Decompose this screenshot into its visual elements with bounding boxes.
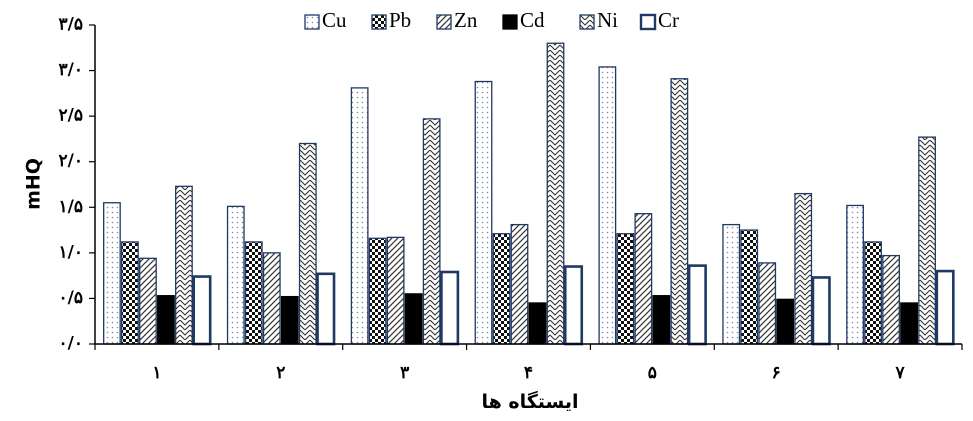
x-tick-label: ۳ — [400, 363, 409, 383]
bar-pb-4 — [492, 233, 511, 345]
bar-zn-7 — [882, 254, 900, 345]
bar-cd-7 — [900, 302, 918, 345]
bar-cd-6 — [776, 298, 795, 345]
bar-zn-5 — [634, 213, 653, 345]
bar-cu-1 — [103, 202, 121, 345]
y-tick-label: ۳/۰ — [59, 60, 83, 80]
bar-ni-4 — [546, 42, 565, 345]
y-tick-label: ۲/۰ — [59, 151, 83, 171]
bar-zn-6 — [758, 262, 777, 345]
bar-cd-2 — [280, 295, 299, 345]
bar-ni-7 — [918, 136, 936, 345]
x-tick-label: ۷ — [895, 363, 906, 383]
bar-cr-3 — [440, 270, 460, 346]
legend-swatch-zn — [436, 14, 452, 30]
y-tick-label: ۱/۰ — [59, 242, 83, 262]
x-tick-label: ۱ — [152, 363, 161, 383]
bar-cr-2 — [316, 272, 336, 346]
legend-label-cr: Cr — [658, 8, 679, 32]
bar-cd-5 — [652, 295, 671, 345]
bar-pb-1 — [121, 241, 139, 345]
bar-ni-6 — [794, 192, 813, 345]
bar-ni-2 — [298, 142, 317, 345]
bar-cd-3 — [404, 293, 423, 345]
bar-cu-7 — [846, 204, 864, 345]
bar-ni-1 — [175, 185, 193, 345]
bars — [103, 42, 955, 346]
legend-swatch-pb — [371, 14, 387, 30]
bar-zn-2 — [262, 252, 281, 345]
y-tick-label: ۱/۵ — [59, 197, 83, 217]
bar-ni-5 — [670, 78, 689, 345]
legend-swatch-ni — [579, 14, 595, 30]
legend-swatch-cd — [502, 14, 518, 30]
legend-label-cd: Cd — [520, 8, 545, 32]
legend-label-zn: Zn — [454, 8, 478, 32]
bar-pb-3 — [368, 237, 387, 345]
bar-pb-6 — [740, 229, 759, 345]
x-axis-title: ایستگاه ها — [481, 390, 578, 413]
x-tick-label: ۵ — [648, 363, 657, 383]
bar-zn-3 — [386, 236, 405, 345]
bar-pb-7 — [864, 241, 882, 345]
bar-cu-5 — [598, 66, 617, 345]
y-tick-label: ۳/۵ — [59, 15, 83, 35]
legend-label-pb: Pb — [389, 8, 411, 32]
bar-ni-3 — [422, 118, 441, 345]
bar-cd-1 — [157, 295, 175, 345]
legend-label-cu: Cu — [322, 8, 347, 32]
bar-cu-6 — [722, 223, 741, 345]
bar-zn-4 — [510, 223, 529, 345]
y-tick-label: ۰/۵ — [59, 288, 83, 308]
bar-zn-1 — [139, 257, 157, 345]
bar-pb-5 — [616, 233, 635, 345]
y-tick-label: ۲/۵ — [59, 106, 83, 126]
legend-swatch-cu — [304, 14, 320, 30]
bar-cu-2 — [226, 205, 245, 345]
y-axis-title: mHQ — [23, 158, 45, 210]
bar-cu-3 — [350, 87, 369, 345]
x-tick-label: ۶ — [772, 363, 781, 383]
bar-cr-6 — [811, 276, 831, 346]
legend-label-ni: Ni — [597, 8, 618, 32]
x-tick-label: ۲ — [276, 363, 285, 383]
bar-cu-4 — [474, 80, 493, 345]
bar-cd-4 — [528, 302, 547, 345]
legend-swatch-cr — [639, 13, 657, 31]
y-axis-ticks: ۰/۰ ۰/۵ ۱/۰ ۱/۵ ۲/۰ ۲/۵ ۳/۰ ۳/۵ — [59, 15, 95, 354]
x-axis-ticks: ۱ ۲ ۳ ۴ ۵ ۶ ۷ — [94, 344, 963, 383]
x-tick-label: ۴ — [524, 363, 533, 383]
bar-cr-7 — [935, 269, 955, 346]
bar-cr-4 — [563, 265, 584, 346]
bar-cr-5 — [687, 264, 707, 346]
legend: Cu Pb Zn Cd Ni Cr — [304, 8, 679, 32]
y-tick-label: ۰/۰ — [59, 334, 83, 354]
bar-pb-2 — [244, 241, 263, 345]
bar-cr-1 — [192, 275, 212, 346]
